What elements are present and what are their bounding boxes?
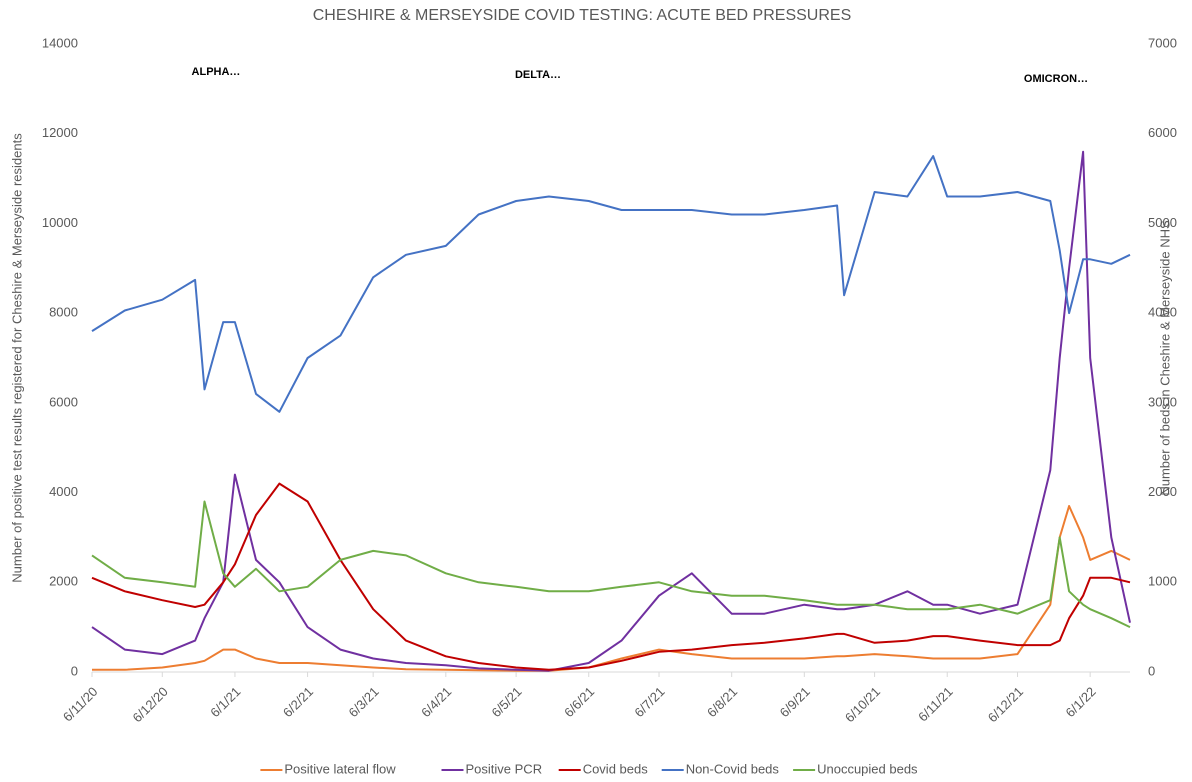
y-tick-label: 14000	[42, 35, 78, 50]
legend-label: Covid beds	[583, 761, 649, 776]
x-tick-label: 6/6/21	[561, 684, 597, 720]
y2-tick-label: 4000	[1148, 305, 1177, 320]
series-line	[91, 155, 1131, 413]
series-line	[91, 150, 1131, 672]
x-tick-label: 6/3/21	[346, 684, 382, 720]
y-tick-label: 12000	[42, 125, 78, 140]
chart-title: CHESHIRE & MERSEYSIDE COVID TESTING: ACU…	[313, 7, 851, 24]
x-tick-label: 6/10/21	[842, 684, 883, 725]
series-line	[92, 505, 1131, 672]
x-tick-label: 6/2/21	[280, 684, 316, 720]
legend-label: Positive PCR	[466, 761, 543, 776]
legend-label: Positive lateral flow	[284, 761, 396, 776]
x-tick-label: 6/11/20	[60, 684, 101, 725]
y2-tick-label: 7000	[1148, 35, 1177, 50]
x-tick-label: 6/1/22	[1063, 684, 1099, 720]
y2-tick-label: 5000	[1148, 215, 1177, 230]
y-axis-label: Number of positive test results register…	[9, 133, 24, 583]
y2-tick-label: 2000	[1148, 484, 1177, 499]
x-tick-label: 6/8/21	[704, 684, 740, 720]
x-tick-label: 6/12/21	[985, 684, 1026, 725]
legend-label: Non-Covid beds	[686, 761, 780, 776]
y-tick-label: 6000	[49, 394, 78, 409]
annotation: OMICRON…	[1024, 73, 1088, 85]
x-tick-label: 6/5/21	[488, 684, 524, 720]
y2-tick-label: 6000	[1148, 125, 1177, 140]
x-tick-label: 6/1/21	[207, 684, 243, 720]
y-tick-label: 4000	[49, 484, 78, 499]
y-tick-label: 10000	[42, 215, 78, 230]
x-tick-label: 6/11/21	[915, 684, 956, 725]
y-tick-label: 2000	[49, 574, 78, 589]
y-tick-label: 8000	[49, 305, 78, 320]
x-tick-label: 6/12/20	[130, 684, 171, 725]
legend-label: Unoccupied beds	[817, 761, 918, 776]
y2-tick-label: 3000	[1148, 394, 1177, 409]
annotation: DELTA…	[515, 69, 561, 81]
y2-axis-label: Number of beds in Cheshire & Merseyside …	[1157, 220, 1172, 496]
x-tick-label: 6/9/21	[777, 684, 813, 720]
y-tick-label: 0	[71, 663, 78, 678]
annotation: ALPHA…	[192, 66, 241, 78]
series-line	[91, 482, 1131, 671]
x-tick-label: 6/4/21	[418, 684, 454, 720]
x-tick-label: 6/7/21	[631, 684, 667, 720]
y2-tick-label: 1000	[1148, 574, 1177, 589]
series-line	[91, 500, 1131, 629]
y2-tick-label: 0	[1148, 663, 1155, 678]
